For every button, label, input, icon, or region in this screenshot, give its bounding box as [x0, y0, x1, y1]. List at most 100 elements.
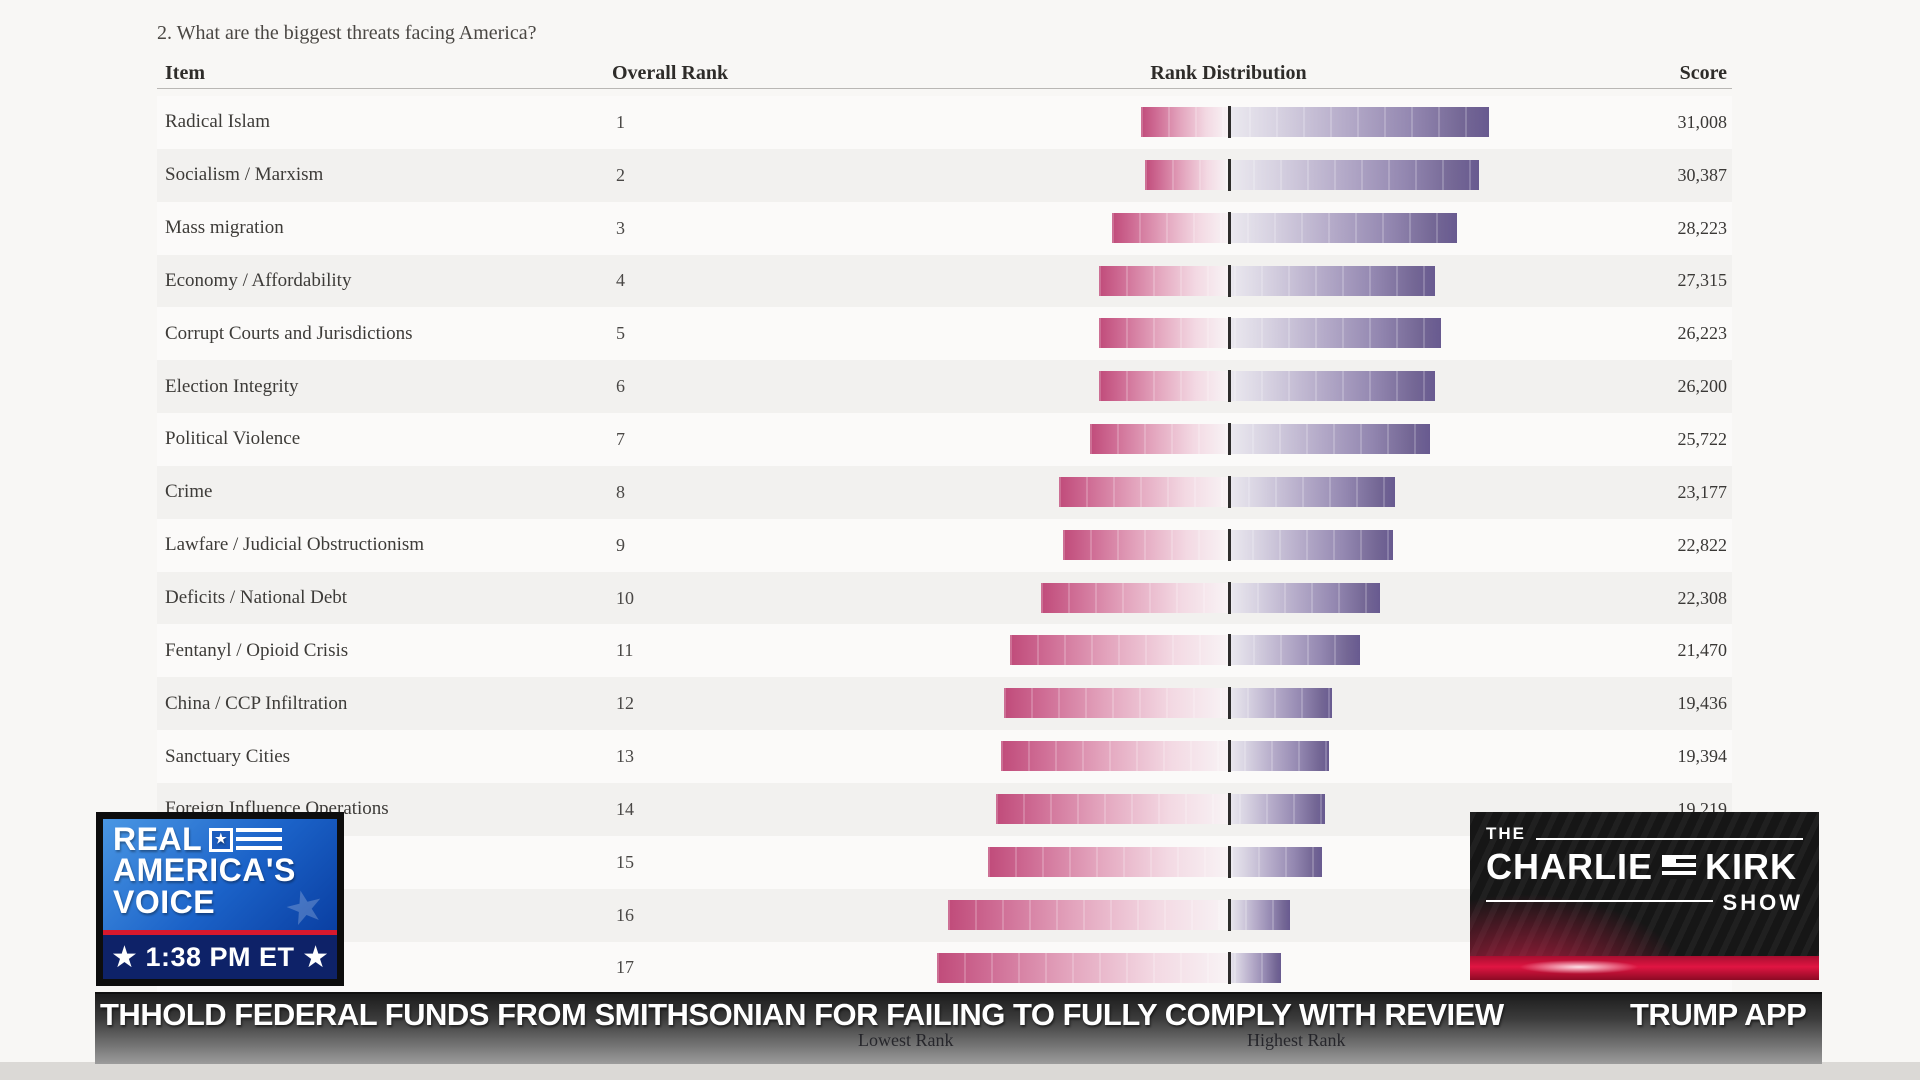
overall-rank-cell: 14 — [616, 798, 634, 819]
median-tick — [1228, 792, 1231, 825]
overall-rank-cell: 16 — [616, 904, 634, 925]
table-row: 16 — [157, 888, 1732, 942]
item-cell: Fentanyl / Opioid Crisis — [165, 639, 349, 661]
item-cell: China / CCP Infiltration — [165, 692, 348, 714]
light-flare — [1518, 960, 1639, 974]
ck-word-kirk: KIRK — [1705, 846, 1797, 887]
charlie-kirk-show-logo: THE CHARLIE KIRK SHOW — [1470, 812, 1819, 980]
bar-high-rank-segment — [1228, 107, 1489, 137]
bar-low-rank-segment — [937, 952, 1228, 983]
ck-word-the: THE — [1486, 824, 1526, 843]
table-row: Mass migration 3 28,223 — [157, 201, 1732, 255]
table-row: Crime 8 23,177 — [157, 465, 1732, 519]
median-tick — [1228, 106, 1231, 138]
real-americas-voice-logo: ★ REAL ★ AMERICA'S VOICE ★ 1:38 PM ET ★ — [96, 812, 344, 986]
median-tick — [1228, 951, 1231, 984]
table-row: Sanctuary Cities 13 19,394 — [157, 730, 1732, 783]
bar-low-rank-segment — [996, 793, 1228, 824]
score-cell: 28,223 — [1677, 217, 1728, 238]
item-cell: Lawfare / Judicial Obstructionism — [165, 534, 425, 556]
item-cell: Socialism / Marxism — [165, 164, 324, 186]
bar-low-rank-segment — [1099, 371, 1228, 402]
broadcast-time: 1:38 PM ET — [145, 941, 295, 972]
rank-distribution-bar — [1099, 318, 1441, 349]
table-row: 15 — [157, 835, 1732, 889]
rank-distribution-bar — [1112, 212, 1457, 243]
table-row: Deficits / National Debt 10 22,308 — [157, 571, 1732, 625]
item-cell: Mass migration — [165, 217, 284, 239]
rank-distribution-bar — [1059, 476, 1395, 507]
median-tick — [1228, 211, 1231, 244]
ticker-headline-next: TRUMP APP — [1630, 997, 1807, 1032]
bar-high-rank-segment — [1228, 793, 1325, 824]
median-tick — [1228, 370, 1231, 403]
bar-high-rank-segment — [1228, 952, 1281, 983]
bar-low-rank-segment — [1099, 318, 1228, 349]
bar-high-rank-segment — [1228, 318, 1441, 349]
score-cell: 31,008 — [1677, 111, 1728, 132]
bar-low-rank-segment — [1063, 529, 1228, 560]
score-cell: 22,308 — [1677, 587, 1728, 608]
rav-word-voice: VOICE — [113, 883, 216, 920]
ck-bottom-rule — [1486, 900, 1713, 902]
rav-red-divider — [103, 930, 337, 935]
bar-high-rank-segment — [1228, 635, 1360, 666]
item-cell: Economy / Affordability — [165, 269, 352, 291]
rank-distribution-bar — [1099, 265, 1435, 296]
bar-low-rank-segment — [1099, 265, 1228, 296]
ck-word-show: SHOW — [1722, 890, 1803, 915]
rank-distribution-bar — [1090, 424, 1430, 455]
overall-rank-cell: 3 — [616, 217, 625, 238]
overall-rank-cell: 2 — [616, 164, 625, 185]
bar-high-rank-segment — [1227, 741, 1329, 772]
bar-low-rank-segment — [1141, 107, 1228, 137]
flag-icon: ★ — [209, 827, 283, 852]
overall-rank-cell: 15 — [616, 851, 634, 872]
overall-rank-cell: 11 — [616, 640, 634, 661]
rav-time-strip: ★ 1:38 PM ET ★ — [103, 935, 337, 979]
bar-high-rank-segment — [1228, 424, 1430, 455]
score-cell: 27,315 — [1677, 270, 1728, 291]
rank-distribution-bar — [1041, 582, 1380, 613]
bar-high-rank-segment — [1228, 582, 1380, 613]
bar-low-rank-segment — [1090, 424, 1228, 455]
bar-high-rank-segment — [1228, 476, 1395, 507]
score-cell: 19,394 — [1677, 746, 1728, 767]
median-tick — [1228, 845, 1231, 878]
overall-rank-cell: 10 — [616, 587, 634, 608]
bar-low-rank-segment — [1001, 741, 1228, 772]
item-cell: Deficits / National Debt — [165, 587, 348, 609]
median-tick — [1228, 528, 1231, 561]
score-cell: 30,387 — [1677, 164, 1728, 185]
rank-distribution-bar — [996, 793, 1325, 824]
overall-rank-cell: 4 — [616, 270, 625, 291]
overall-rank-cell: 1 — [616, 111, 625, 132]
rank-distribution-bar — [1001, 741, 1329, 772]
overall-rank-cell: 8 — [616, 481, 625, 502]
bar-low-rank-segment — [1112, 212, 1228, 243]
column-header-item: Item — [165, 61, 205, 84]
score-cell: 23,177 — [1677, 481, 1728, 502]
item-cell: Corrupt Courts and Jurisdictions — [165, 322, 413, 344]
table-row: Fentanyl / Opioid Crisis 11 21,470 — [157, 624, 1732, 678]
ranking-table: Item Overall Rank Rank Distribution Scor… — [157, 58, 1732, 995]
median-tick — [1228, 898, 1231, 931]
rank-distribution-bar — [1004, 688, 1332, 719]
table-body: Radical Islam 1 31,008 Socialism / Marxism 2… — [157, 96, 1732, 995]
rank-distribution-bar — [1099, 371, 1435, 402]
ck-top-rule — [1536, 838, 1803, 840]
column-header-overall-rank: Overall Rank — [612, 61, 729, 84]
median-tick — [1228, 581, 1231, 614]
overall-rank-cell: 5 — [616, 323, 625, 344]
ticker-headline: THHOLD FEDERAL FUNDS FROM SMITHSONIAN FO… — [100, 997, 1504, 1032]
flag-stripes-icon — [236, 827, 283, 852]
table-row: Socialism / Marxism 2 30,387 — [157, 148, 1732, 202]
score-cell: 22,822 — [1677, 534, 1728, 555]
ck-word-charlie: CHARLIE — [1486, 846, 1653, 887]
table-row: Economy / Affordability 4 27,315 — [157, 254, 1732, 308]
overall-rank-cell: 7 — [616, 428, 625, 449]
table-row: 17 — [157, 941, 1732, 995]
overall-rank-cell: 13 — [616, 746, 634, 767]
flag-star-icon: ★ — [209, 827, 234, 852]
rank-distribution-bar — [1141, 107, 1489, 137]
